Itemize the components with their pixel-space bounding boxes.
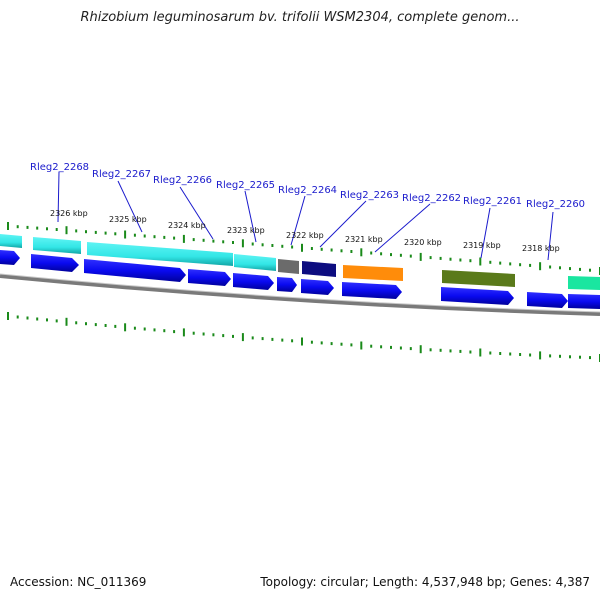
cds-arrow-1[interactable] <box>0 250 20 265</box>
gene-label[interactable]: Rleg2_2264 <box>278 185 337 196</box>
gene-label[interactable]: Rleg2_2268 <box>30 162 89 173</box>
outer-scale-ticks <box>7 222 600 275</box>
cds-track <box>0 250 600 309</box>
scale-tick-label: 2318 kbp <box>522 244 560 253</box>
accession-text: Accession: NC_011369 <box>10 575 147 589</box>
feature-orange[interactable] <box>343 265 403 281</box>
feature-gray[interactable] <box>278 259 299 274</box>
scale-tick-label: 2326 kbp <box>50 209 88 218</box>
feature-cyan-2[interactable] <box>33 237 81 254</box>
scale-tick-label: 2321 kbp <box>345 235 383 244</box>
feature-teal[interactable] <box>568 276 600 290</box>
genome-backbone <box>0 274 600 316</box>
cds-arrow-8[interactable] <box>342 282 402 299</box>
cds-arrow-9[interactable] <box>441 287 514 305</box>
scale-tick-label: 2324 kbp <box>168 221 206 230</box>
scale-tick-label: 2322 kbp <box>286 231 324 240</box>
cds-arrow-10[interactable] <box>527 292 568 308</box>
gene-label[interactable]: Rleg2_2267 <box>92 169 151 180</box>
feature-cyan-1[interactable] <box>0 234 22 248</box>
gene-label[interactable]: Rleg2_2266 <box>153 175 212 186</box>
feature-navy[interactable] <box>302 261 336 277</box>
feature-olive[interactable] <box>442 270 515 287</box>
gene-label[interactable]: Rleg2_2265 <box>216 180 275 191</box>
feature-cyan-3[interactable] <box>87 242 233 266</box>
gene-label[interactable]: Rleg2_2262 <box>402 193 461 204</box>
cds-arrow-7[interactable] <box>301 279 334 295</box>
feature-cyan-4[interactable] <box>234 254 276 271</box>
gene-label[interactable]: Rleg2_2263 <box>340 190 399 201</box>
cds-arrow-3[interactable] <box>84 259 186 282</box>
inner-scale-ticks <box>7 312 600 362</box>
cds-arrow-2[interactable] <box>31 254 79 272</box>
cds-arrow-4[interactable] <box>188 269 231 286</box>
map-title: Rhizobium leguminosarum bv. trifolii WSM… <box>80 10 520 25</box>
genome-summary-text: Topology: circular; Length: 4,537,948 bp… <box>260 575 590 589</box>
gene-label[interactable]: Rleg2_2260 <box>526 199 585 210</box>
feature-track-upper <box>0 234 600 290</box>
scale-tick-label: 2320 kbp <box>404 238 442 247</box>
cds-arrow-5[interactable] <box>233 273 274 290</box>
scale-tick-label: 2319 kbp <box>463 241 501 250</box>
cds-arrow-6[interactable] <box>277 277 297 292</box>
genome-backbone-highlight <box>0 273 600 313</box>
scale-tick-label: 2323 kbp <box>227 226 265 235</box>
gene-label[interactable]: Rleg2_2261 <box>463 196 522 207</box>
cds-arrow-11[interactable] <box>568 294 600 309</box>
gene-label-lines <box>57 171 554 261</box>
scale-tick-label: 2325 kbp <box>109 215 147 224</box>
